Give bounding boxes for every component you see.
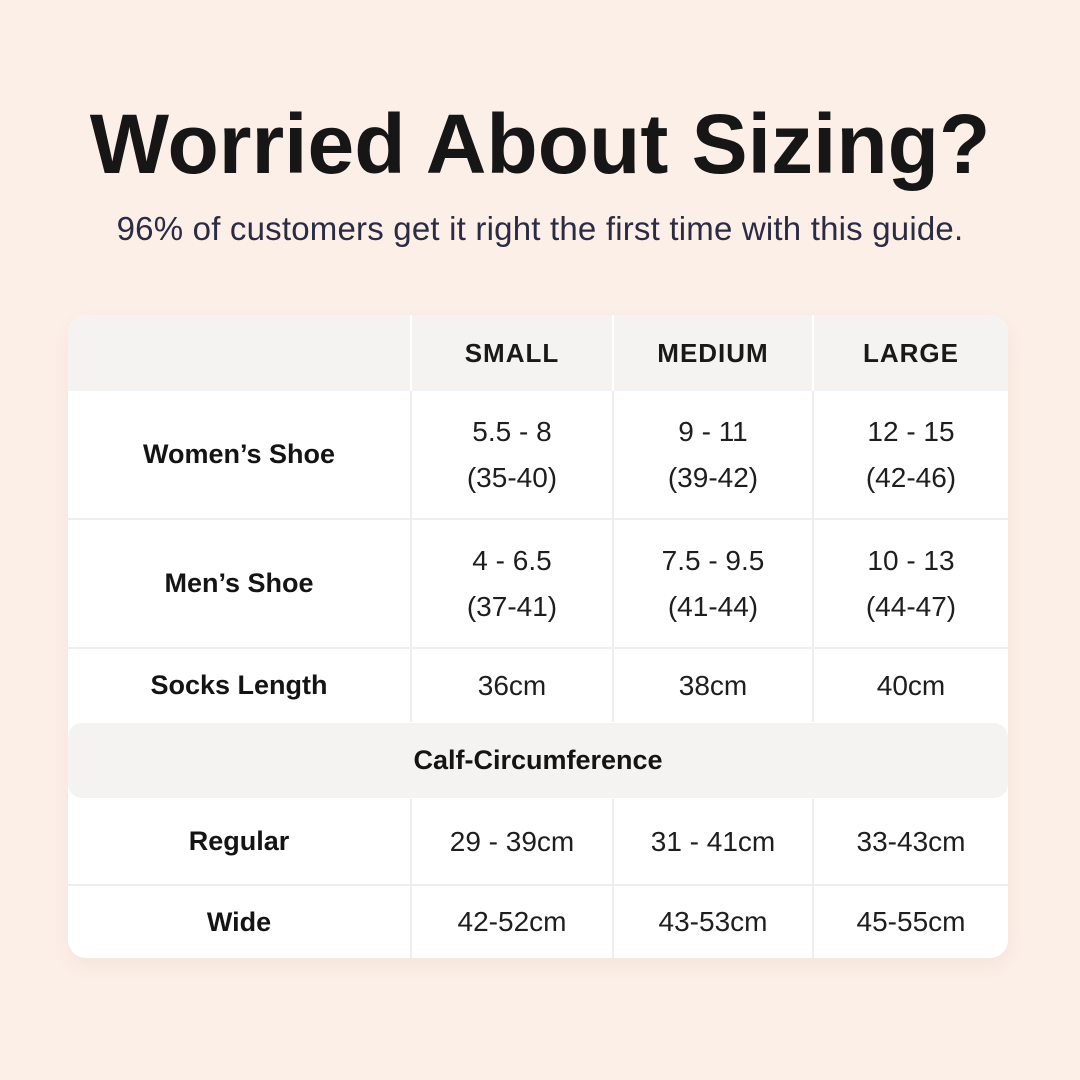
- table-row-regular: Regular 29 - 39cm 31 - 41cm 33-43cm: [68, 799, 1008, 884]
- column-header-small: SMALL: [410, 315, 612, 391]
- cell-line: 4 - 6.5: [472, 544, 552, 576]
- page-title: Worried About Sizing?: [89, 97, 991, 191]
- row-label: Socks Length: [150, 670, 328, 700]
- table-row-wide: Wide 42-52cm 43-53cm 45-55cm: [68, 884, 1008, 958]
- row-label: Regular: [188, 826, 290, 856]
- table-cell: 7.5 - 9.5 (41-44): [612, 520, 812, 647]
- table-cell: 29 - 39cm: [410, 799, 612, 884]
- cell-line: 12 - 15: [867, 415, 955, 447]
- page-subtitle: 96% of customers get it right the first …: [116, 210, 964, 247]
- cell-line: (39-42): [667, 461, 759, 493]
- cell-line: (35-40): [466, 461, 558, 493]
- column-header-large: LARGE: [812, 315, 1008, 391]
- cell-line: (37-41): [466, 590, 558, 622]
- table-cell: 45-55cm: [812, 886, 1008, 958]
- header-cell-empty: [68, 315, 410, 391]
- cell-line: 9 - 11: [678, 415, 748, 447]
- table-cell: 9 - 11 (39-42): [612, 391, 812, 518]
- table-cell: 40cm: [812, 649, 1008, 722]
- size-chart-table: SMALL MEDIUM LARGE Women’s Shoe 5.5 - 8 …: [68, 315, 1008, 958]
- table-cell: 36cm: [410, 649, 612, 722]
- cell-line: (44-47): [865, 590, 957, 622]
- row-label: Wide: [206, 906, 272, 937]
- table-cell: 33-43cm: [812, 799, 1008, 884]
- cell-line: (42-46): [865, 461, 957, 493]
- row-label: Women’s Shoe: [142, 439, 336, 469]
- section-header-calf-circumference: Calf-Circumference: [68, 723, 1008, 798]
- table-row-mens-shoe: Men’s Shoe 4 - 6.5 (37-41) 7.5 - 9.5 (41…: [68, 518, 1008, 647]
- table-cell: 43-53cm: [612, 886, 812, 958]
- table-cell: 31 - 41cm: [612, 799, 812, 884]
- table-cell: 5.5 - 8 (35-40): [410, 391, 612, 518]
- table-cell: 42-52cm: [410, 886, 612, 958]
- table-cell: 4 - 6.5 (37-41): [410, 520, 612, 647]
- table-row-socks-length: Socks Length 36cm 38cm 40cm: [68, 647, 1008, 722]
- row-label: Men’s Shoe: [164, 568, 314, 598]
- column-header-medium: MEDIUM: [612, 315, 812, 391]
- table-cell: 38cm: [612, 649, 812, 722]
- table-cell: 12 - 15 (42-46): [812, 391, 1008, 518]
- cell-line: 5.5 - 8: [472, 415, 552, 447]
- table-cell: 10 - 13 (44-47): [812, 520, 1008, 647]
- cell-line: 7.5 - 9.5: [661, 544, 765, 576]
- cell-line: 10 - 13: [867, 544, 955, 576]
- cell-line: (41-44): [667, 590, 759, 622]
- table-row-womens-shoe: Women’s Shoe 5.5 - 8 (35-40) 9 - 11 (39-…: [68, 391, 1008, 518]
- table-header-row: SMALL MEDIUM LARGE: [68, 315, 1008, 391]
